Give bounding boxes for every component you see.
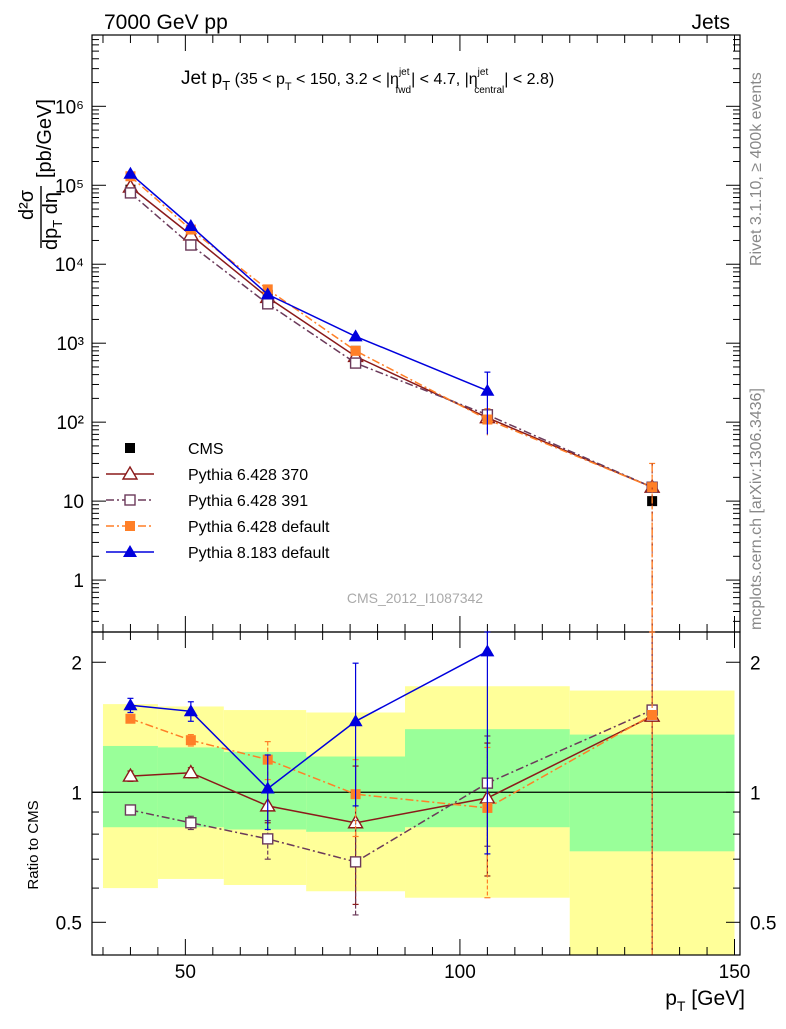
x-tick-label: 150 (719, 962, 751, 983)
legend-marker (125, 521, 135, 531)
main-y-tick-label: 10⁴ (55, 255, 84, 276)
ratio-point (349, 856, 362, 868)
data-point (183, 218, 198, 231)
ratio-frame (91, 631, 741, 956)
ratio-point (480, 644, 495, 657)
svg-text:[pb/GeV]: [pb/GeV] (34, 99, 56, 178)
ratio-point (124, 804, 137, 816)
legend-marker (123, 545, 137, 557)
ratio-line (130, 709, 653, 863)
main-y-tick-label: 10² (57, 413, 84, 434)
ratio-panel: 0.5 0.5 1 1 2 2 50 100 150 (56, 631, 776, 983)
data-point (262, 298, 274, 310)
data-point (124, 187, 137, 199)
svg-text:d²σ: d²σ (16, 189, 38, 220)
main-y-tick-label: 1 (73, 571, 84, 592)
series-line (129, 175, 653, 488)
legend-marker (125, 443, 135, 453)
main-y-tick-label: 10 (63, 492, 84, 513)
main-panel: 1 10 10² 10³ 10⁴ 10⁵ 10⁶ (55, 34, 741, 633)
ratio-point (183, 704, 198, 717)
ratio-point (348, 714, 363, 727)
main-y-axis-label: d²σ dpT dη [pb/GeV] (16, 99, 65, 250)
ratio-y-tick-label: 2 (71, 653, 82, 674)
ratio-y-tick-label: 2 (750, 653, 761, 674)
main-frame (91, 34, 741, 633)
data-point (349, 357, 362, 369)
legend-label: Pythia 6.428 370 (188, 467, 308, 484)
ratio-line (130, 714, 653, 809)
x-axis-label: pT [GeV] (665, 987, 745, 1014)
ratio-point (185, 735, 196, 746)
uncertainty-band-green (157, 747, 224, 828)
ratio-point (125, 713, 136, 724)
main-y-tick-label: 10⁶ (55, 97, 84, 118)
main-y-tick-label: 10⁵ (55, 176, 84, 197)
data-point (348, 329, 363, 342)
series-p8def (123, 166, 495, 435)
analysis-watermark: CMS_2012_I1087342 (347, 590, 483, 606)
plot-title: Jet pT (35 < pT < 150, 3.2 < |ηjet fwd| <… (181, 67, 554, 96)
x-tick-label: 50 (175, 962, 196, 983)
header-right: Jets (691, 11, 730, 34)
main-y-tick-label: 10³ (57, 334, 84, 355)
ratio-y-tick-label: 1 (71, 783, 82, 804)
data-point (350, 345, 361, 356)
legend-marker (124, 494, 136, 506)
ratio-y-tick-label: 1 (750, 783, 761, 804)
ratio-y-label: Ratio to CMS (25, 800, 42, 889)
ratio-series-p8def (123, 631, 495, 855)
ratio-y-tick-label: 0.5 (750, 913, 776, 934)
header-left: 7000 GeV pp (104, 11, 228, 34)
legend: CMS Pythia 6.428 370 Pythia 6.428 391 Pythi… (106, 441, 330, 562)
series-line (129, 173, 488, 392)
ratio-point (647, 709, 658, 720)
ratio-point (262, 833, 274, 845)
svg-text:dpT dη: dpT dη (40, 192, 65, 250)
data-point (260, 287, 275, 300)
ratio-y-tick-label: 0.5 (56, 913, 82, 934)
series-p6def (125, 171, 658, 632)
ratio-point (185, 817, 197, 829)
data-point (123, 166, 138, 179)
series-line (129, 186, 653, 488)
ratio-point (182, 764, 200, 779)
data-point (480, 383, 495, 396)
data-point (185, 239, 197, 251)
legend-marker (121, 465, 139, 480)
ratio-line (130, 715, 653, 824)
legend-label: Pythia 6.428 391 (188, 493, 308, 510)
mcplots-label: mcplots.cern.ch [arXiv:1306.3436] (748, 388, 765, 630)
series-line (129, 192, 653, 488)
ratio-point (122, 767, 139, 782)
x-tick-label: 100 (444, 962, 476, 983)
ratio-point (260, 781, 275, 794)
rivet-label: Rivet 3.1.10, ≥ 400k events (748, 72, 765, 266)
ratio-point (123, 698, 138, 711)
legend-label: Pythia 8.183 default (188, 545, 330, 562)
legend-label: Pythia 6.428 default (188, 519, 330, 536)
legend-label: CMS (188, 441, 224, 458)
